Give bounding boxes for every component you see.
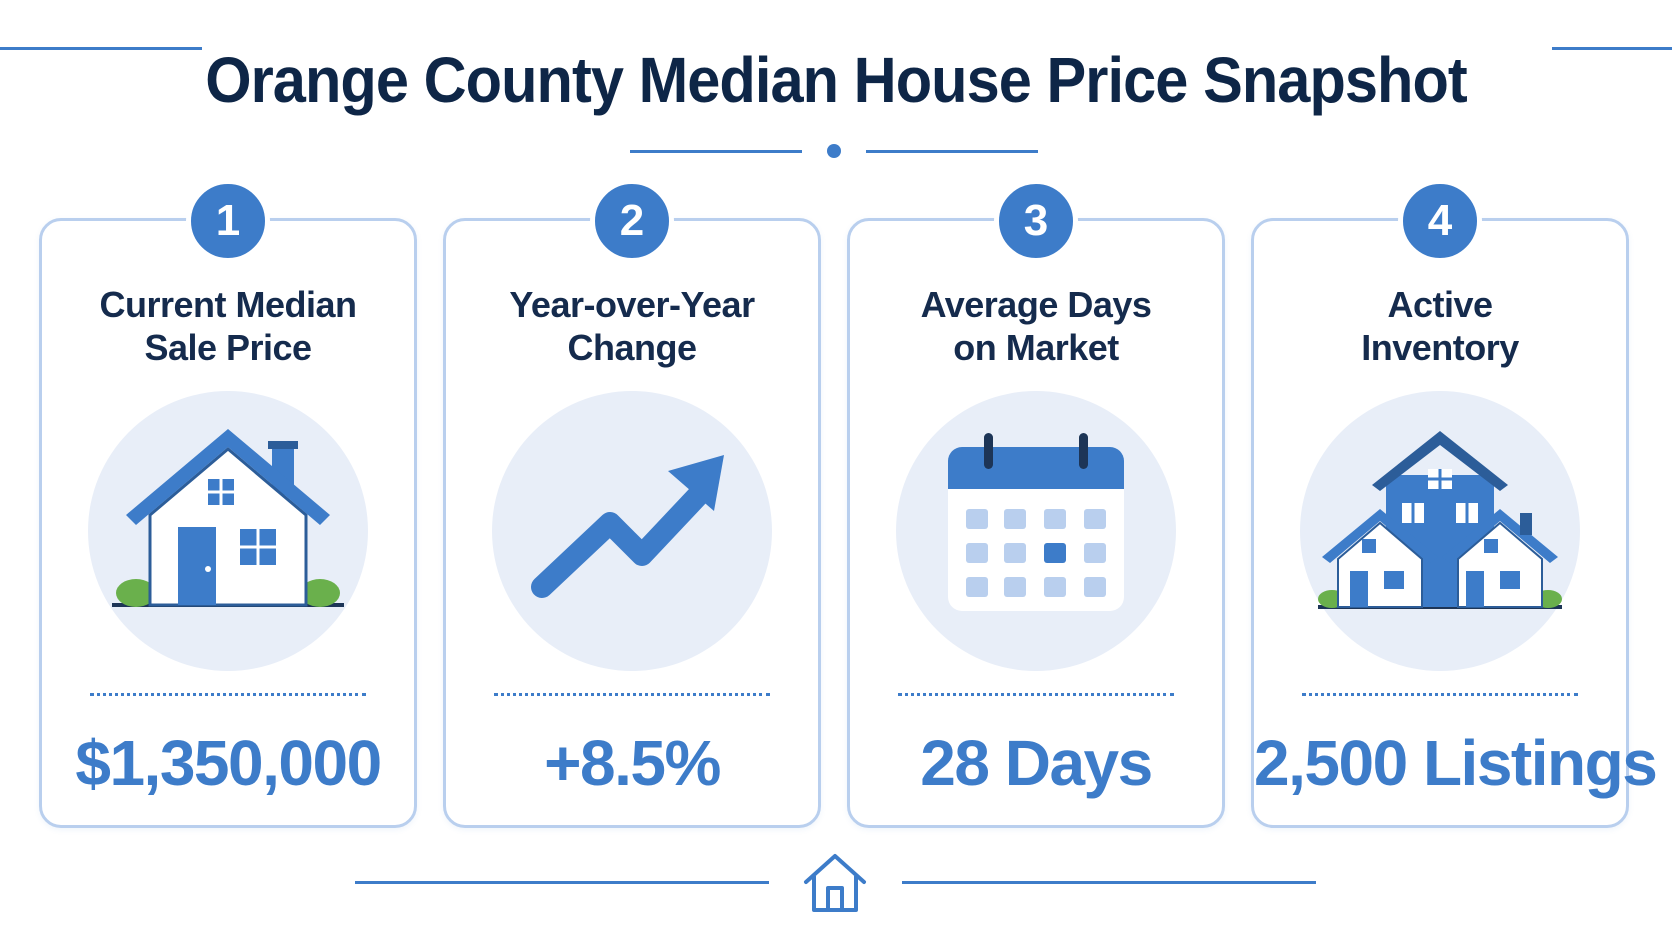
title-underline-left	[630, 150, 802, 153]
dotted-divider	[90, 693, 366, 696]
card-title: Year-over-Year Change	[509, 284, 755, 368]
icon-backdrop	[492, 391, 772, 671]
median-price-value: $1,350,000	[75, 727, 382, 799]
active-inventory-value: 2,500 Listings	[1254, 727, 1658, 799]
days-on-market-value: 28 Days	[920, 727, 1153, 799]
step-badge-4: 4	[1398, 179, 1482, 263]
card-title: Current Median Sale Price	[99, 284, 357, 368]
home-outline-icon	[804, 854, 866, 912]
houses-icon	[1318, 431, 1562, 609]
yoy-change-value: +8.5%	[544, 727, 721, 799]
stat-card-days-on-market: 3 Average Days on Market 28 D	[847, 179, 1225, 828]
card-title: Average Days on Market	[920, 284, 1152, 368]
trend-up-arrow-icon	[531, 455, 724, 598]
stat-card-yoy-change: 2 Year-over-Year Change +8.5%	[443, 179, 821, 828]
title-underline-right	[866, 150, 1038, 153]
dotted-divider	[1302, 693, 1578, 696]
icon-backdrop	[896, 391, 1176, 671]
page-title: Orange County Median House Price Snapsho…	[205, 44, 1468, 116]
title-divider-dot	[827, 144, 841, 158]
footer-rule-right	[902, 881, 1316, 884]
step-badge-2: 2	[590, 179, 674, 263]
house-icon	[112, 429, 344, 607]
calendar-icon	[948, 433, 1124, 611]
dotted-divider	[494, 693, 770, 696]
card-title: Active Inventory	[1361, 284, 1519, 368]
dotted-divider	[898, 693, 1174, 696]
step-badge-1: 1	[186, 179, 270, 263]
icon-backdrop	[1300, 391, 1580, 671]
top-left-rule	[0, 47, 202, 50]
top-right-rule	[1552, 47, 1672, 50]
stat-card-active-inventory: 4 Active Inventory	[1251, 179, 1658, 828]
step-badge-3: 3	[994, 179, 1078, 263]
icon-backdrop	[88, 391, 368, 671]
footer-rule-left	[355, 881, 769, 884]
stat-card-median-price: 1 Current Median Sale Price $1,350,000	[39, 179, 417, 828]
